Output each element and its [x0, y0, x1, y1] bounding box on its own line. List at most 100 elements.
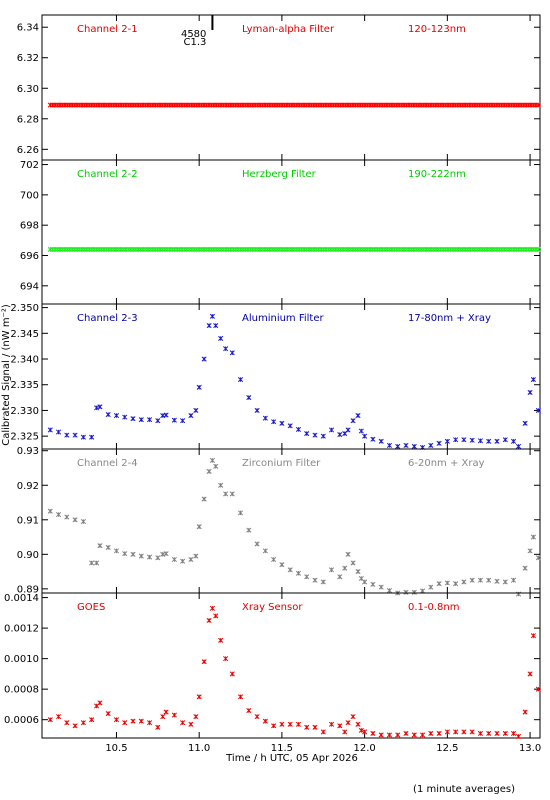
data-series [47, 313, 541, 451]
data-point [206, 468, 212, 474]
data-point [246, 527, 252, 533]
data-point [358, 727, 364, 733]
data-point [47, 508, 53, 514]
panel-4: 0.89 0.90 0.91 0.92 0.93 Channel 2-4 Zirconium… [17, 446, 541, 597]
data-point [444, 580, 450, 586]
data-point [428, 584, 434, 590]
y-tick-label: 6.26 [17, 145, 39, 156]
data-point [355, 413, 361, 419]
data-point [486, 730, 492, 736]
y-tick-label: 0.0008 [4, 685, 39, 696]
data-point [218, 637, 224, 643]
data-point [378, 584, 384, 590]
data-point [130, 718, 136, 724]
data-point [477, 577, 483, 583]
data-point [193, 407, 199, 413]
filter-label: Herzberg Filter [242, 169, 317, 180]
data-point [535, 555, 541, 561]
data-point [419, 732, 426, 738]
panel-label: Channel 2-3 [77, 313, 138, 324]
data-point [403, 730, 409, 736]
data-point [206, 617, 212, 624]
data-point [328, 567, 335, 573]
data-point [218, 482, 224, 488]
data-point [510, 730, 517, 736]
data-point [461, 579, 467, 585]
data-point [510, 438, 517, 444]
data-point [89, 717, 95, 723]
y-tick-label: 6.32 [17, 53, 39, 64]
data-point [171, 556, 177, 563]
data-point [155, 555, 161, 561]
data-point [411, 589, 417, 595]
data-point [304, 574, 310, 580]
panel-frame [41, 592, 541, 739]
band-label: 17-80nm + Xray [408, 313, 491, 324]
y-tick-label: 0.90 [17, 550, 39, 561]
data-point [193, 714, 199, 720]
data-point [218, 335, 224, 342]
x-tick-label: 10.5 [105, 743, 127, 754]
x-tick-label: 12.5 [436, 743, 458, 754]
data-point [146, 417, 153, 423]
y-tick-label: 2.335 [10, 380, 39, 391]
data-point [155, 724, 161, 730]
data-point [47, 717, 53, 723]
data-point [494, 730, 500, 736]
data-point [193, 553, 199, 559]
data-point [72, 723, 78, 729]
data-point [209, 605, 215, 611]
data-point [80, 434, 86, 440]
data-point [246, 395, 252, 401]
data-point [436, 440, 442, 446]
chart-panels: 6.26 6.28 6.30 6.32 6.34 Channel 2-1 Lyman-alp… [4, 14, 541, 754]
data-point [510, 577, 517, 583]
y-tick-label: 2.325 [10, 432, 39, 443]
data-point [320, 433, 326, 439]
data-point [237, 510, 244, 516]
data-point [428, 730, 434, 736]
data-point [122, 720, 128, 726]
data-point [350, 418, 356, 424]
data-point [337, 574, 343, 580]
data-point [502, 730, 508, 736]
data-point [146, 554, 153, 560]
data-point [94, 405, 100, 411]
data-point [122, 414, 128, 420]
data-point [287, 567, 293, 573]
data-point [254, 541, 260, 547]
data-point [295, 426, 301, 433]
y-tick-label: 702 [20, 160, 39, 171]
data-point [362, 433, 368, 439]
data-point [89, 434, 95, 440]
data-series [47, 457, 541, 597]
data-point [180, 418, 186, 424]
data-point [515, 591, 522, 597]
y-tick-label: 2.345 [10, 329, 39, 340]
data-series [47, 605, 541, 740]
data-point [188, 721, 194, 727]
data-point [304, 724, 310, 730]
data-point [160, 714, 166, 720]
data-point [130, 416, 136, 422]
data-point [130, 551, 136, 557]
data-point [535, 246, 541, 252]
data-point [312, 432, 318, 438]
x-tick-label: 12.0 [353, 743, 375, 754]
panel-label: Channel 2-1 [77, 24, 138, 35]
data-point [444, 438, 450, 444]
data-point [312, 577, 318, 583]
data-point [502, 579, 508, 585]
data-point [378, 438, 384, 444]
data-point [262, 548, 268, 554]
data-point [287, 423, 293, 429]
data-point [196, 524, 202, 530]
panel-5: 0.0006 0.0008 0.0010 0.0012 0.0014 GOES Xray S… [4, 592, 541, 740]
data-point [469, 437, 475, 443]
data-point [295, 721, 301, 727]
data-point [461, 437, 467, 443]
y-tick-label: 2.350 [10, 303, 39, 314]
data-point [337, 723, 343, 729]
band-label: 190-222nm [408, 169, 466, 180]
